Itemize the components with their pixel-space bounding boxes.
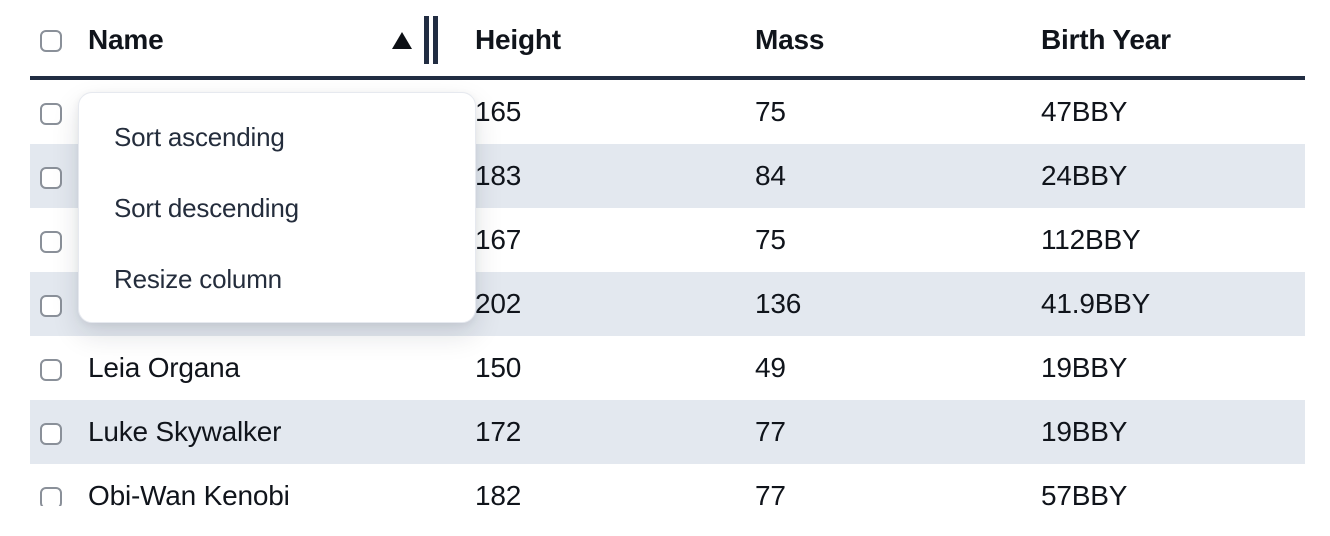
row-checkbox[interactable]: [40, 102, 62, 125]
height-cell: 165: [475, 96, 522, 127]
row-select-cell: [30, 160, 78, 192]
height-cell: 183: [475, 160, 522, 191]
table-row: Leia Organa 150 49 19BBY: [30, 336, 1305, 400]
row-select-cell: [30, 352, 78, 384]
height-cell: 202: [475, 288, 522, 319]
row-select-cell: [30, 288, 78, 320]
row-select-cell: [30, 480, 78, 506]
column-header-birth-year-label: Birth Year: [1041, 24, 1171, 55]
birth-year-cell: 47BBY: [1041, 96, 1128, 127]
name-cell: Leia Organa: [88, 352, 240, 383]
birth-year-cell: 41.9BBY: [1041, 288, 1151, 319]
sort-ascending-icon: [392, 32, 412, 49]
table-row: Obi-Wan Kenobi 182 77 57BBY: [30, 464, 1305, 506]
height-cell: 150: [475, 352, 522, 383]
column-header-mass[interactable]: Mass: [745, 24, 1031, 56]
column-resize-handle[interactable]: [424, 16, 438, 64]
mass-cell: 77: [755, 480, 786, 506]
birth-year-cell: 112BBY: [1041, 224, 1141, 255]
row-select-cell: [30, 416, 78, 448]
mass-cell: 136: [755, 288, 802, 319]
row-checkbox[interactable]: [40, 358, 62, 381]
name-cell: Obi-Wan Kenobi: [88, 480, 290, 506]
birth-year-cell: 24BBY: [1041, 160, 1128, 191]
name-cell: Luke Skywalker: [88, 416, 282, 447]
column-header-name[interactable]: Name: [78, 16, 465, 64]
column-header-height-label: Height: [475, 24, 561, 55]
height-cell: 167: [475, 224, 522, 255]
column-header-mass-label: Mass: [755, 24, 825, 55]
mass-cell: 84: [755, 160, 786, 191]
menu-item-sort-ascending[interactable]: Sort ascending: [114, 122, 285, 152]
row-checkbox[interactable]: [40, 166, 62, 189]
birth-year-cell: 19BBY: [1041, 416, 1128, 447]
row-checkbox[interactable]: [40, 486, 62, 506]
column-header-birth-year[interactable]: Birth Year: [1031, 24, 1305, 56]
column-header-name-label: Name: [88, 24, 164, 55]
row-select-cell: [30, 96, 78, 128]
select-all-cell: [30, 24, 78, 56]
row-checkbox[interactable]: [40, 422, 62, 445]
table-row: Luke Skywalker 172 77 19BBY: [30, 400, 1305, 464]
mass-cell: 75: [755, 96, 786, 127]
mass-cell: 75: [755, 224, 786, 255]
row-select-cell: [30, 224, 78, 256]
table-header-row: Name Height Mass Birth Year: [30, 0, 1305, 80]
height-cell: 182: [475, 480, 522, 506]
row-checkbox[interactable]: [40, 294, 62, 317]
birth-year-cell: 57BBY: [1041, 480, 1128, 506]
row-checkbox[interactable]: [40, 230, 62, 253]
resize-bar-icon: [433, 16, 438, 64]
height-cell: 172: [475, 416, 522, 447]
mass-cell: 77: [755, 416, 786, 447]
menu-item-sort-descending[interactable]: Sort descending: [114, 193, 299, 223]
column-header-height[interactable]: Height: [465, 24, 745, 56]
column-context-menu: Sort ascending Sort descending Resize co…: [78, 92, 476, 323]
birth-year-cell: 19BBY: [1041, 352, 1128, 383]
select-all-checkbox[interactable]: [40, 29, 62, 52]
resize-bar-icon: [424, 16, 429, 64]
menu-item-resize-column[interactable]: Resize column: [114, 264, 282, 294]
mass-cell: 49: [755, 352, 786, 383]
